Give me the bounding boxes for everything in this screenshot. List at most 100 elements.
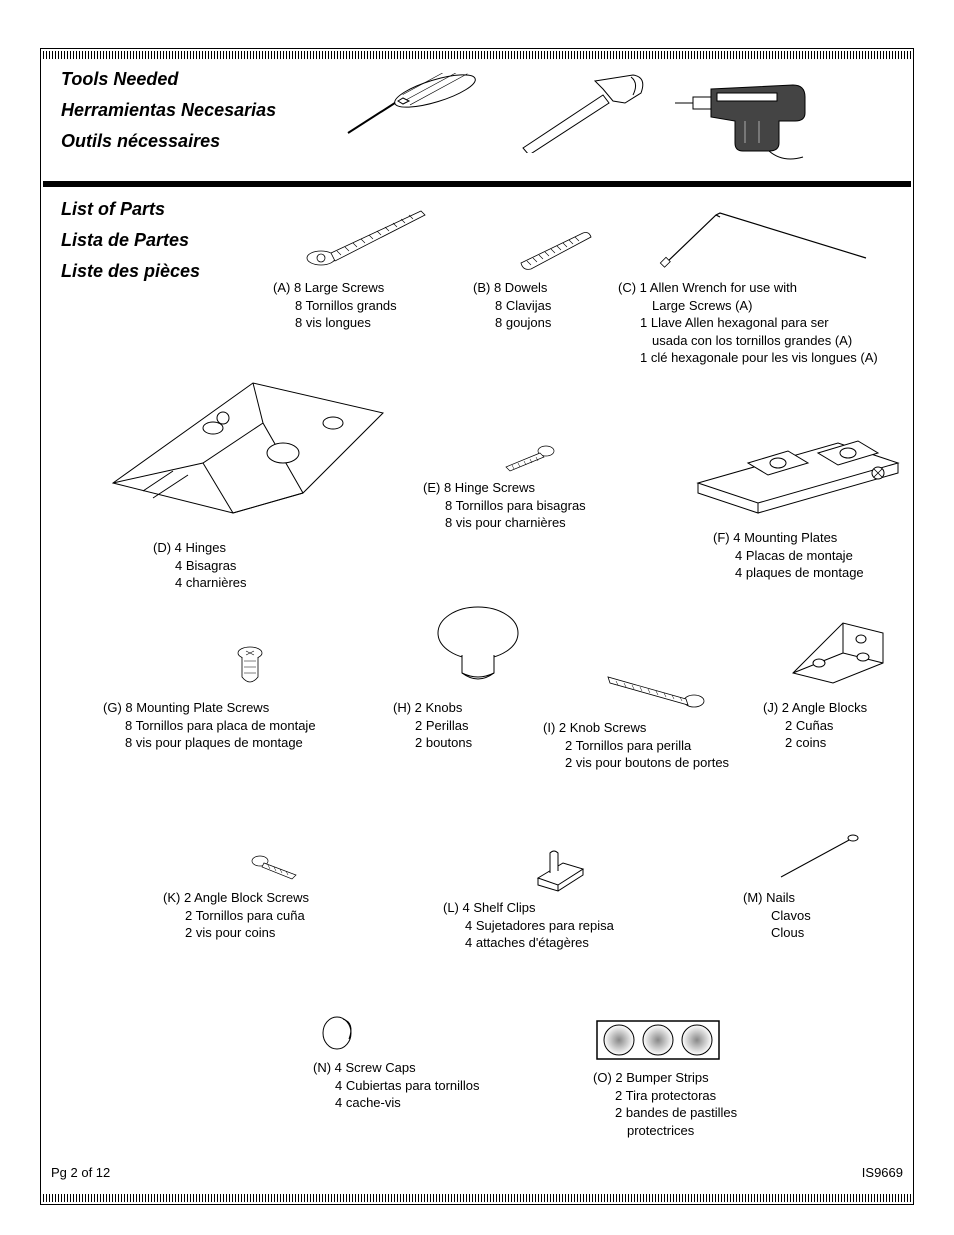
- part-n-image: [313, 1013, 543, 1053]
- parts-headings: List of Parts Lista de Partes Liste des …: [61, 199, 200, 292]
- part-c-l2b: usada con los tornillos grandes (A): [618, 332, 913, 350]
- part-g: (G) 8 Mounting Plate Screws 8 Tornillos …: [103, 623, 393, 752]
- part-m-code: (M): [743, 890, 763, 905]
- part-k-l3: 2 vis pour coins: [163, 924, 393, 942]
- part-o-code: (O): [593, 1070, 612, 1085]
- tools-heading-fr: Outils nécessaires: [61, 131, 276, 152]
- hammer-icon: [513, 73, 653, 153]
- part-i-l1: 2 Knob Screws: [559, 720, 646, 735]
- part-j-l3: 2 coins: [763, 734, 923, 752]
- part-j: (J) 2 Angle Blocks 2 Cuñas 2 coins: [763, 613, 923, 752]
- parts-heading-fr: Liste des pièces: [61, 261, 200, 282]
- part-c: (C) 1 Allen Wrench for use with Large Sc…: [618, 193, 913, 367]
- part-m-l2: Clavos: [743, 907, 893, 925]
- part-o: (O) 2 Bumper Strips 2 Tira protectoras 2…: [593, 1013, 813, 1139]
- part-i-l2: 2 Tornillos para perilla: [543, 737, 763, 755]
- part-i-image: [543, 663, 763, 713]
- tools-section: Tools Needed Herramientas Necesarias Out…: [43, 61, 911, 181]
- part-f-code: (F): [713, 530, 730, 545]
- part-g-l2: 8 Tornillos para placa de montaje: [103, 717, 393, 735]
- part-l: (L) 4 Shelf Clips 4 Sujetadores para rep…: [443, 843, 673, 952]
- part-i-l3: 2 vis pour boutons de portes: [543, 754, 763, 772]
- part-f-l2: 4 Placas de montaje: [713, 547, 913, 565]
- page: Tools Needed Herramientas Necesarias Out…: [0, 0, 954, 1235]
- part-b-code: (B): [473, 280, 490, 295]
- part-h: (H) 2 Knobs 2 Perillas 2 boutons: [393, 603, 563, 752]
- part-o-l3: 2 bandes de pastilles: [593, 1104, 813, 1122]
- part-h-l2: 2 Perillas: [393, 717, 563, 735]
- part-n: (N) 4 Screw Caps 4 Cubiertas para tornil…: [313, 1013, 543, 1112]
- screwdriver-icon: [343, 73, 503, 143]
- part-d-l1: 4 Hinges: [175, 540, 226, 555]
- part-h-l3: 2 boutons: [393, 734, 563, 752]
- section-divider: [43, 181, 911, 187]
- part-a-l3: 8 vis longues: [273, 314, 473, 332]
- drill-icon: [673, 73, 813, 163]
- part-e-image: [423, 433, 633, 473]
- tools-heading-es: Herramientas Necesarias: [61, 100, 276, 121]
- part-g-code: (G): [103, 700, 122, 715]
- part-c-l1b: Large Screws (A): [618, 297, 913, 315]
- part-m-image: [743, 833, 893, 883]
- parts-section: List of Parts Lista de Partes Liste des …: [43, 193, 911, 1163]
- part-c-image: [618, 193, 913, 273]
- part-j-code: (J): [763, 700, 778, 715]
- doc-number: IS9669: [862, 1165, 903, 1180]
- part-h-code: (H): [393, 700, 411, 715]
- parts-heading-en: List of Parts: [61, 199, 200, 220]
- tools-heading-en: Tools Needed: [61, 69, 276, 90]
- page-number: Pg 2 of 12: [51, 1165, 110, 1180]
- part-k-l1: 2 Angle Block Screws: [184, 890, 309, 905]
- part-e-code: (E): [423, 480, 440, 495]
- part-c-l3: 1 clé hexagonale pour les vis longues (A…: [618, 349, 913, 367]
- part-g-image: [103, 623, 393, 693]
- part-e-l3: 8 vis pour charnières: [423, 514, 633, 532]
- hatch-top: [43, 51, 911, 59]
- part-n-l1: 4 Screw Caps: [335, 1060, 416, 1075]
- part-o-image: [593, 1013, 813, 1063]
- part-j-image: [763, 613, 923, 693]
- part-a-image: [273, 193, 473, 273]
- hatch-bottom: [43, 1194, 911, 1202]
- part-d-l3: 4 charnières: [153, 574, 413, 592]
- part-l-code: (L): [443, 900, 459, 915]
- part-n-l2: 4 Cubiertas para tornillos: [313, 1077, 543, 1095]
- part-n-l3: 4 cache-vis: [313, 1094, 543, 1112]
- part-a-l2: 8 Tornillos grands: [273, 297, 473, 315]
- part-m: (M) Nails Clavos Clous: [743, 833, 893, 942]
- parts-heading-es: Lista de Partes: [61, 230, 200, 251]
- part-e-l1: 8 Hinge Screws: [444, 480, 535, 495]
- part-e: (E) 8 Hinge Screws 8 Tornillos para bisa…: [423, 433, 633, 532]
- part-c-l2: 1 Llave Allen hexagonal para ser: [618, 314, 913, 332]
- part-o-l3b: protectrices: [593, 1122, 813, 1140]
- part-g-l1: 8 Mounting Plate Screws: [125, 700, 269, 715]
- part-b-l1: 8 Dowels: [494, 280, 547, 295]
- tools-headings: Tools Needed Herramientas Necesarias Out…: [61, 69, 276, 162]
- part-j-l2: 2 Cuñas: [763, 717, 923, 735]
- part-f-l3: 4 plaques de montage: [713, 564, 913, 582]
- part-k: (K) 2 Angle Block Screws 2 Tornillos par…: [163, 843, 393, 942]
- part-a-code: (A): [273, 280, 290, 295]
- content-area: Tools Needed Herramientas Necesarias Out…: [43, 61, 911, 1192]
- page-footer: Pg 2 of 12 IS9669: [51, 1165, 903, 1180]
- part-h-image: [393, 603, 563, 693]
- part-f-image: [683, 393, 913, 523]
- part-m-l1: Nails: [766, 890, 795, 905]
- part-e-l2: 8 Tornillos para bisagras: [423, 497, 633, 515]
- part-g-l3: 8 vis pour plaques de montage: [103, 734, 393, 752]
- part-l-image: [443, 843, 673, 893]
- part-j-l1: 2 Angle Blocks: [782, 700, 867, 715]
- part-l-l2: 4 Sujetadores para repisa: [443, 917, 673, 935]
- part-o-l1: 2 Bumper Strips: [615, 1070, 708, 1085]
- part-a-l1: 8 Large Screws: [294, 280, 384, 295]
- part-o-l2: 2 Tira protectoras: [593, 1087, 813, 1105]
- page-border: Tools Needed Herramientas Necesarias Out…: [40, 48, 914, 1205]
- part-h-l1: 2 Knobs: [415, 700, 463, 715]
- part-m-l3: Clous: [743, 924, 893, 942]
- part-i-code: (I): [543, 720, 555, 735]
- part-a: (A) 8 Large Screws 8 Tornillos grands 8 …: [273, 193, 473, 332]
- part-d: (D) 4 Hinges 4 Bisagras 4 charnières: [103, 373, 413, 592]
- part-n-code: (N): [313, 1060, 331, 1075]
- part-i: (I) 2 Knob Screws 2 Tornillos para peril…: [543, 663, 763, 772]
- part-d-image: [103, 373, 413, 533]
